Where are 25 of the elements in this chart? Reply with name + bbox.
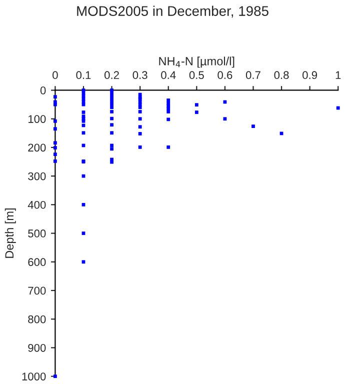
- x-tick-label: 0.1: [76, 71, 91, 80]
- x-tick-label: 0.7: [246, 71, 260, 80]
- chart-title: MODS2005 in December, 1985: [77, 6, 268, 18]
- y-tick-label: 100: [28, 115, 46, 123]
- y-tick-label: 400: [28, 200, 46, 209]
- x-tick-label: 0: [52, 71, 58, 80]
- x-axis-title: NH$_{4}$-N [µmol/l]: [159, 56, 234, 68]
- y-tick-label: 1000: [22, 372, 46, 380]
- y-tick-label: 500: [28, 230, 46, 238]
- y-tick-label: 900: [28, 344, 46, 352]
- y-tick-label: 700: [28, 286, 46, 295]
- y-tick-label: 600: [28, 258, 46, 266]
- y-tick-label: 0: [40, 86, 46, 94]
- x-tick-label: 0.6: [218, 71, 232, 80]
- y-axis-title: Depth [m]: [4, 208, 16, 258]
- y-tick-label: 800: [28, 315, 46, 324]
- x-tick-label: 0.3: [132, 71, 148, 80]
- x-tick-label: 0.2: [104, 71, 119, 80]
- x-tick-label: 0.9: [302, 71, 318, 80]
- y-tick-label: 300: [28, 172, 46, 180]
- x-tick-label: 1: [336, 71, 341, 79]
- x-tick-label: 0.8: [274, 71, 289, 80]
- x-tick-label: 0.4: [161, 71, 176, 80]
- y-tick-label: 200: [28, 144, 46, 152]
- x-tick-label: 0.5: [189, 71, 204, 80]
